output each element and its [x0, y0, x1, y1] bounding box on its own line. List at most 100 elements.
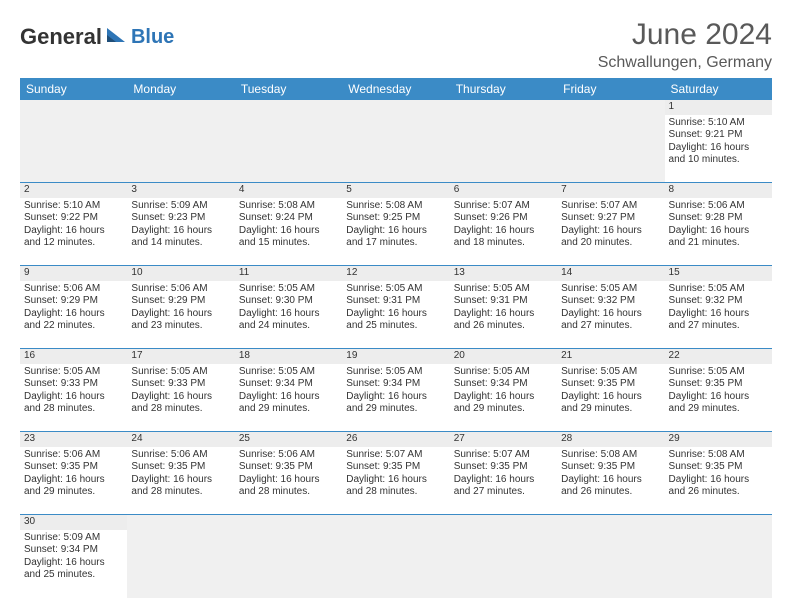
col-thursday: Thursday — [450, 78, 557, 100]
day-cell: Sunrise: 5:06 AMSunset: 9:35 PMDaylight:… — [20, 447, 127, 515]
day-number — [557, 100, 664, 115]
day-detail-line: Sunrise: 5:10 AM — [669, 117, 768, 130]
day-cell — [450, 115, 557, 183]
day-detail-line: and 27 minutes. — [669, 320, 768, 333]
day-detail-line: Sunset: 9:34 PM — [454, 378, 553, 391]
day-detail-line: and 28 minutes. — [24, 403, 123, 416]
day-cell — [450, 530, 557, 598]
day-detail-line: Sunrise: 5:05 AM — [24, 366, 123, 379]
calendar-table: Sunday Monday Tuesday Wednesday Thursday… — [20, 78, 772, 598]
day-cell: Sunrise: 5:05 AMSunset: 9:31 PMDaylight:… — [450, 281, 557, 349]
day-detail-line: and 29 minutes. — [561, 403, 660, 416]
day-cell: Sunrise: 5:05 AMSunset: 9:35 PMDaylight:… — [665, 364, 772, 432]
day-detail-line: Daylight: 16 hours — [239, 474, 338, 487]
day-detail-line: Sunrise: 5:09 AM — [24, 532, 123, 545]
day-number: 15 — [665, 266, 772, 281]
day-detail-line: Sunrise: 5:05 AM — [346, 283, 445, 296]
day-cell: Sunrise: 5:06 AMSunset: 9:35 PMDaylight:… — [127, 447, 234, 515]
day-detail-line: Sunrise: 5:05 AM — [131, 366, 230, 379]
day-detail-line: Sunset: 9:32 PM — [561, 295, 660, 308]
day-number: 20 — [450, 349, 557, 364]
day-detail-line: Sunset: 9:30 PM — [239, 295, 338, 308]
day-cell: Sunrise: 5:05 AMSunset: 9:30 PMDaylight:… — [235, 281, 342, 349]
day-detail-line: and 25 minutes. — [346, 320, 445, 333]
day-detail-line: and 27 minutes. — [454, 486, 553, 499]
day-cell: Sunrise: 5:10 AMSunset: 9:22 PMDaylight:… — [20, 198, 127, 266]
day-detail-line: Sunrise: 5:06 AM — [131, 449, 230, 462]
day-number: 16 — [20, 349, 127, 364]
day-detail-line: Daylight: 16 hours — [454, 391, 553, 404]
day-detail-line: Sunset: 9:34 PM — [24, 544, 123, 557]
day-detail-line: Sunrise: 5:05 AM — [669, 283, 768, 296]
day-number: 9 — [20, 266, 127, 281]
day-cell: Sunrise: 5:05 AMSunset: 9:34 PMDaylight:… — [450, 364, 557, 432]
day-number: 6 — [450, 183, 557, 198]
day-detail-line: Sunset: 9:31 PM — [454, 295, 553, 308]
day-detail-line: and 21 minutes. — [669, 237, 768, 250]
day-detail-line: Sunrise: 5:10 AM — [24, 200, 123, 213]
day-number — [665, 515, 772, 530]
daynum-row: 1 — [20, 100, 772, 115]
day-cell: Sunrise: 5:08 AMSunset: 9:35 PMDaylight:… — [557, 447, 664, 515]
logo-text-general: General — [20, 24, 102, 50]
day-detail-line: Sunrise: 5:06 AM — [131, 283, 230, 296]
day-detail-line: Sunrise: 5:06 AM — [24, 449, 123, 462]
day-detail-line: Sunset: 9:23 PM — [131, 212, 230, 225]
day-detail-line: and 26 minutes. — [669, 486, 768, 499]
day-detail-line: Sunset: 9:22 PM — [24, 212, 123, 225]
day-cell: Sunrise: 5:06 AMSunset: 9:35 PMDaylight:… — [235, 447, 342, 515]
day-detail-line: and 29 minutes. — [239, 403, 338, 416]
day-cell: Sunrise: 5:05 AMSunset: 9:31 PMDaylight:… — [342, 281, 449, 349]
day-cell — [235, 115, 342, 183]
day-detail-line: Sunset: 9:21 PM — [669, 129, 768, 142]
header-row: Sunday Monday Tuesday Wednesday Thursday… — [20, 78, 772, 100]
day-detail-line: Daylight: 16 hours — [346, 308, 445, 321]
day-detail-line: Sunrise: 5:06 AM — [239, 449, 338, 462]
day-cell — [342, 115, 449, 183]
day-detail-line: Daylight: 16 hours — [24, 391, 123, 404]
day-detail-line: and 29 minutes. — [454, 403, 553, 416]
week-row: Sunrise: 5:06 AMSunset: 9:29 PM Daylight:… — [20, 281, 772, 349]
day-detail-line: and 28 minutes. — [131, 403, 230, 416]
flag-icon — [106, 26, 128, 49]
day-number: 14 — [557, 266, 664, 281]
day-detail-line: and 20 minutes. — [561, 237, 660, 250]
day-number — [127, 100, 234, 115]
day-cell — [557, 115, 664, 183]
day-detail-line: Daylight: 16 hours — [561, 474, 660, 487]
day-detail-line: and 14 minutes. — [131, 237, 230, 250]
day-cell: Sunrise: 5:07 AMSunset: 9:27 PMDaylight:… — [557, 198, 664, 266]
day-number: 22 — [665, 349, 772, 364]
day-detail-line: Sunrise: 5:07 AM — [454, 449, 553, 462]
day-detail-line: Daylight: 16 hours — [454, 225, 553, 238]
week-row: Sunrise: 5:10 AMSunset: 9:21 PMDaylight:… — [20, 115, 772, 183]
day-number: 26 — [342, 432, 449, 447]
day-detail-line: and 18 minutes. — [454, 237, 553, 250]
day-detail-line: Sunrise: 5:05 AM — [346, 366, 445, 379]
day-detail-line: Sunrise: 5:05 AM — [561, 366, 660, 379]
day-detail-line: Sunrise: 5:08 AM — [346, 200, 445, 213]
day-cell: Sunrise: 5:07 AMSunset: 9:26 PMDaylight:… — [450, 198, 557, 266]
day-detail-line: Sunrise: 5:07 AM — [346, 449, 445, 462]
day-detail-line: Daylight: 16 hours — [669, 391, 768, 404]
day-number — [127, 515, 234, 530]
day-cell: Sunrise: 5:05 AMSunset: 9:34 PMDaylight:… — [342, 364, 449, 432]
day-detail-line: Sunset: 9:29 PM — [131, 295, 230, 308]
col-friday: Friday — [557, 78, 664, 100]
day-cell: Sunrise: 5:05 AMSunset: 9:33 PMDaylight:… — [20, 364, 127, 432]
day-detail-line: Sunrise: 5:07 AM — [454, 200, 553, 213]
day-number — [342, 100, 449, 115]
day-detail-line: Sunset: 9:35 PM — [346, 461, 445, 474]
day-cell: Sunrise: 5:05 AMSunset: 9:32 PMDaylight:… — [557, 281, 664, 349]
day-detail-line: Sunrise: 5:05 AM — [454, 366, 553, 379]
day-cell — [557, 530, 664, 598]
day-number — [450, 515, 557, 530]
day-detail-line: and 28 minutes. — [131, 486, 230, 499]
day-detail-line: Daylight: 16 hours — [24, 474, 123, 487]
day-detail-line: Sunrise: 5:05 AM — [669, 366, 768, 379]
day-detail-line: Daylight: 16 hours — [24, 557, 123, 570]
day-detail-line: Sunrise: 5:08 AM — [669, 449, 768, 462]
day-detail-line: Daylight: 16 hours — [669, 225, 768, 238]
day-cell: Sunrise: 5:06 AMSunset: 9:29 PMDaylight:… — [20, 281, 127, 349]
day-detail-line: Sunset: 9:27 PM — [561, 212, 660, 225]
